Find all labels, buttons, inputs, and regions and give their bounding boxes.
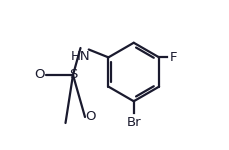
- Text: O: O: [35, 69, 45, 81]
- Text: F: F: [169, 51, 176, 64]
- Text: HN: HN: [70, 50, 90, 63]
- Text: S: S: [68, 69, 77, 81]
- Text: Br: Br: [126, 116, 140, 129]
- Text: O: O: [85, 110, 96, 123]
